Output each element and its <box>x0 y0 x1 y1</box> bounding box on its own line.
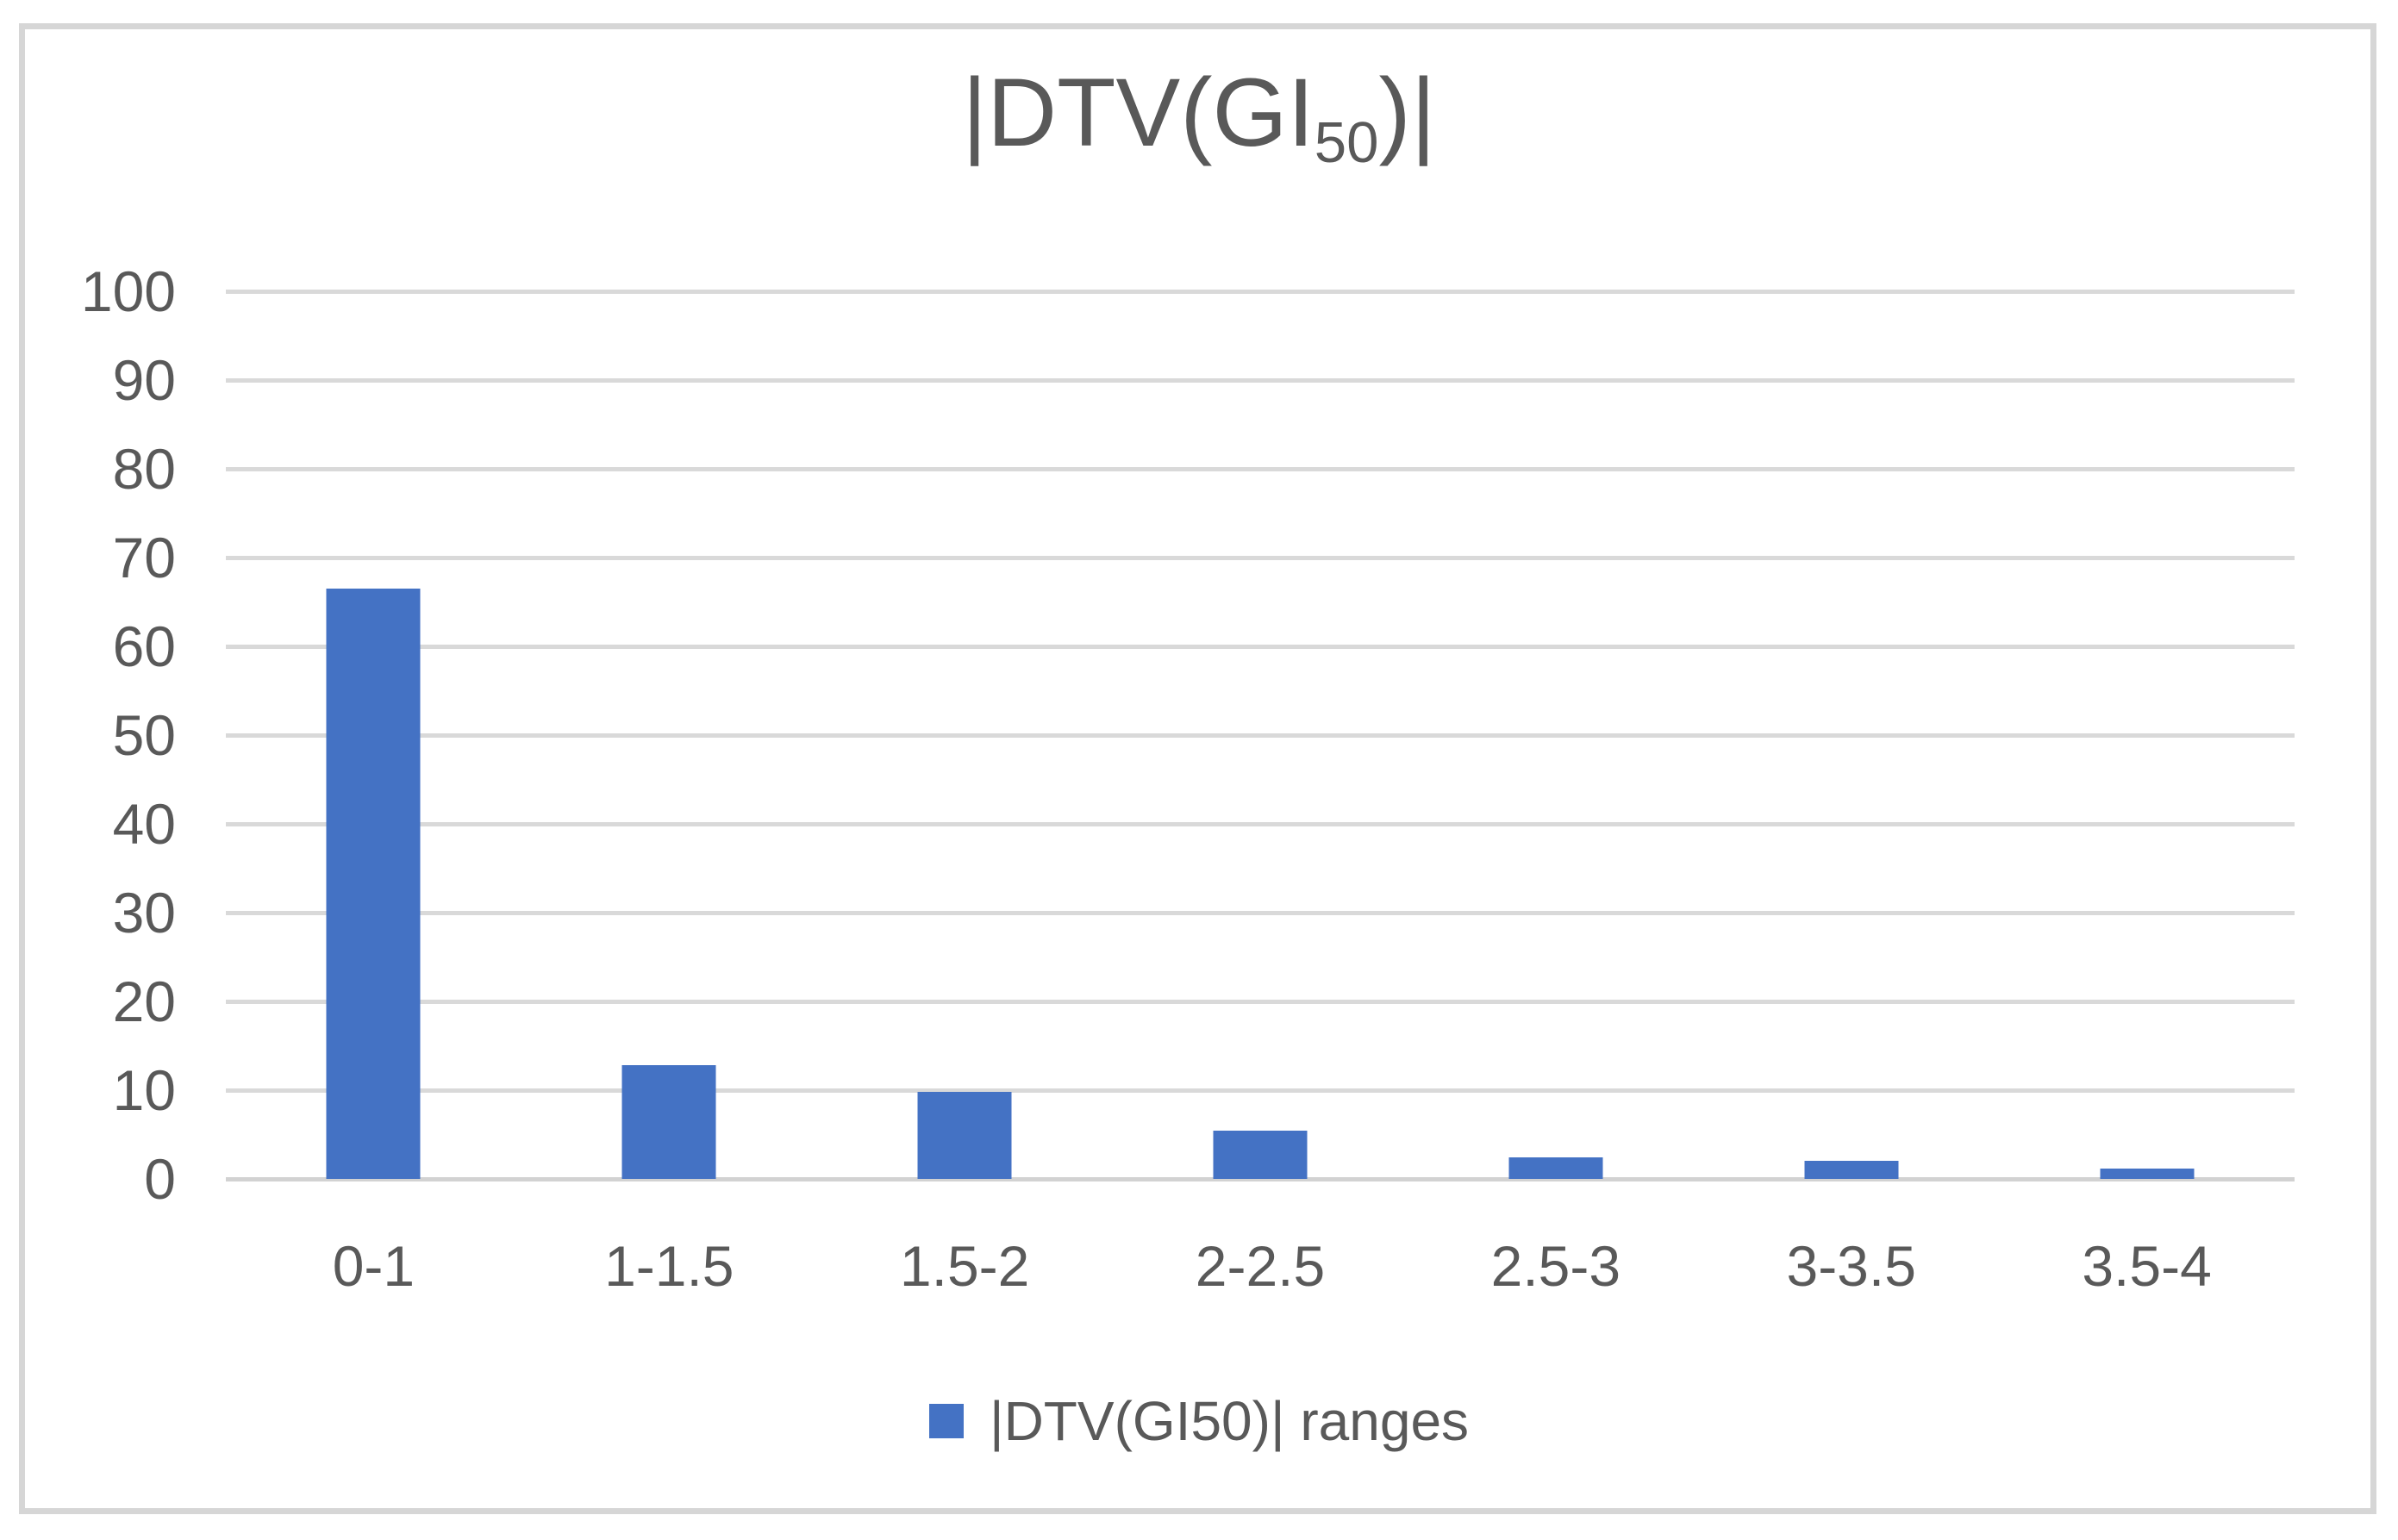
gridline <box>226 910 2295 915</box>
bar <box>1508 1157 1603 1179</box>
gridline <box>226 555 2295 560</box>
y-tick-label: 30 <box>112 881 176 945</box>
gridline <box>226 1088 2295 1093</box>
bar <box>326 589 421 1179</box>
y-tick-label: 50 <box>112 703 176 767</box>
gridline <box>226 733 2295 738</box>
x-tick-label: 2.5-3 <box>1490 1234 1621 1298</box>
y-tick-label: 10 <box>112 1058 176 1122</box>
y-tick-label: 60 <box>112 614 176 678</box>
chart-title-subscript: 50 <box>1314 109 1379 175</box>
gridline <box>226 644 2295 649</box>
bar <box>621 1065 716 1179</box>
gridline <box>226 377 2295 383</box>
x-axis-line <box>226 1176 2295 1181</box>
y-tick-label: 100 <box>80 259 176 323</box>
x-tick-label: 0-1 <box>332 1234 415 1298</box>
legend-label: |DTV(GI50)| ranges <box>989 1390 1470 1452</box>
x-tick-label: 1.5-2 <box>899 1234 1030 1298</box>
gridline <box>226 999 2295 1004</box>
gridline <box>226 289 2295 294</box>
chart-title: |DTV(GI50)| <box>0 50 2398 180</box>
chart-title-pre: |DTV(GI <box>962 59 1315 166</box>
bar <box>1804 1161 1899 1179</box>
legend: |DTV(GI50)| ranges <box>0 1389 2398 1453</box>
y-tick-label: 0 <box>144 1147 176 1211</box>
legend-marker-icon <box>928 1404 964 1438</box>
y-tick-label: 80 <box>112 437 176 501</box>
bar <box>917 1092 1012 1179</box>
y-tick-label: 40 <box>112 792 176 856</box>
x-tick-label: 3.5-4 <box>2082 1234 2212 1298</box>
y-tick-label: 20 <box>112 970 176 1033</box>
x-tick-label: 2-2.5 <box>1195 1234 1326 1298</box>
bar <box>2100 1168 2195 1179</box>
y-tick-label: 70 <box>112 526 176 589</box>
plot-area: 0 10 20 30 40 50 60 70 80 90 100 0-1 1-1.5 1.5-2 2-2.5… <box>81 263 2295 1294</box>
bar <box>1213 1131 1308 1179</box>
gridline <box>226 466 2295 471</box>
x-tick-label: 3-3.5 <box>1786 1234 1916 1298</box>
gridline <box>226 821 2295 826</box>
x-tick-label: 1-1.5 <box>604 1234 734 1298</box>
chart-title-post: )| <box>1378 59 1436 166</box>
y-tick-label: 90 <box>112 348 176 412</box>
